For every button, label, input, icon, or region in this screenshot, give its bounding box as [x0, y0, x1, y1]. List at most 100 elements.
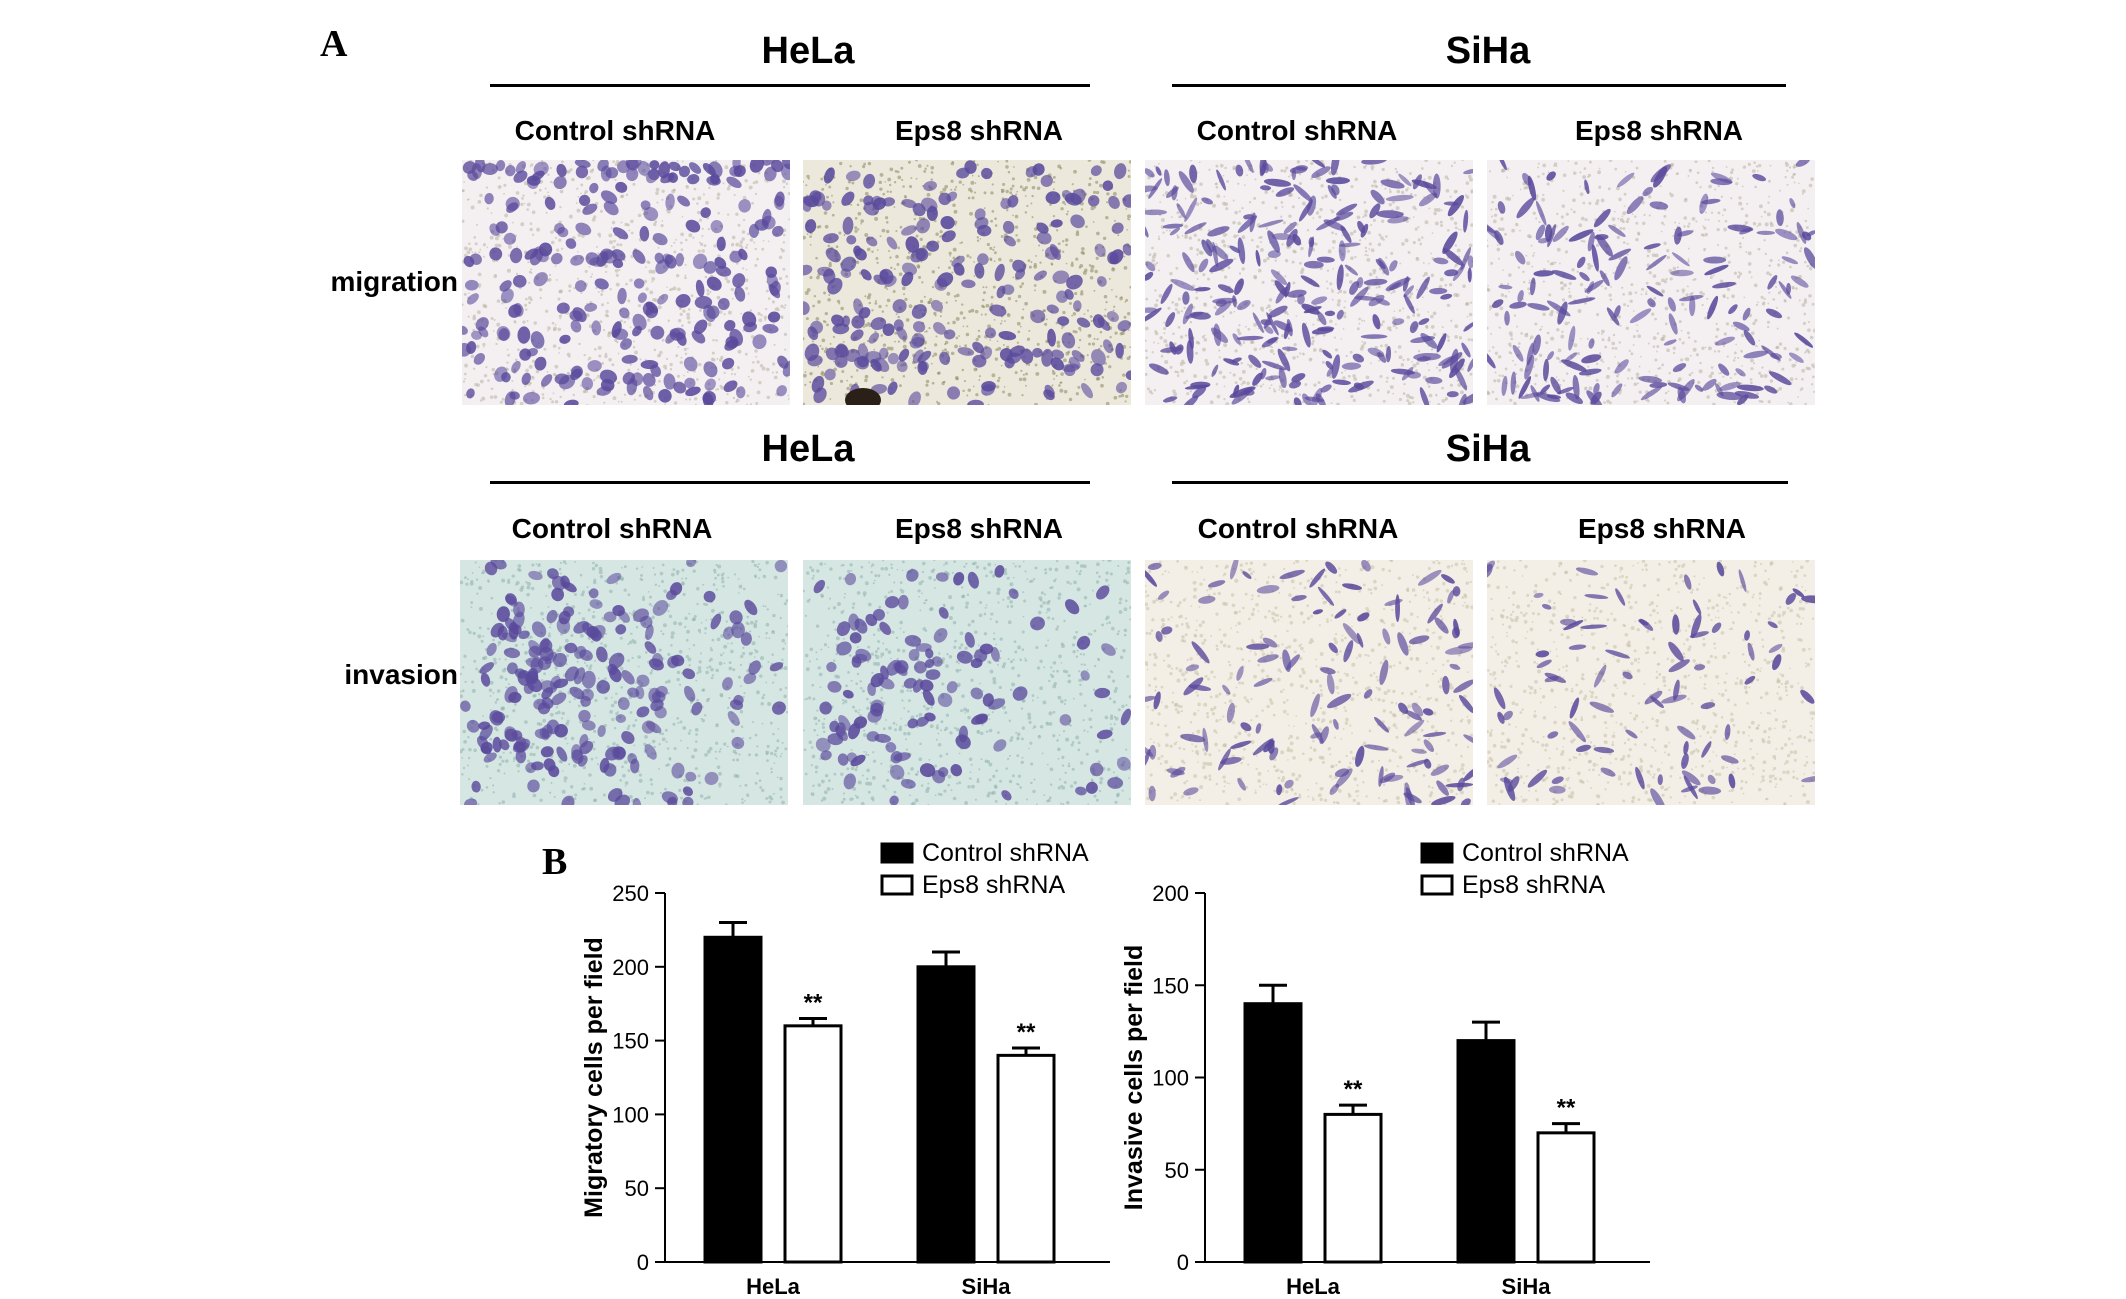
micrograph-speck — [1348, 280, 1353, 284]
micrograph-speck — [1093, 289, 1096, 292]
stained-cell — [752, 334, 767, 350]
micrograph-speck — [1065, 262, 1068, 265]
micrograph-speck — [1062, 310, 1066, 315]
micrograph-speck — [581, 234, 585, 238]
micrograph-speck — [1753, 161, 1756, 164]
micrograph-speck — [747, 375, 750, 378]
micrograph-speck — [1096, 337, 1099, 341]
stained-cell — [569, 310, 583, 322]
micrograph-speck — [507, 353, 511, 357]
micrograph-speck — [705, 603, 709, 606]
micrograph-speck — [1542, 280, 1545, 283]
micrograph-speck — [1428, 400, 1431, 403]
micrograph-speck — [1352, 398, 1356, 403]
micrograph-speck — [1345, 354, 1348, 358]
stained-cell — [1259, 185, 1272, 191]
micrograph-speck — [1622, 211, 1627, 216]
micrograph-speck — [1019, 285, 1023, 289]
micrograph-speck — [684, 577, 688, 580]
stained-cell — [1788, 352, 1804, 363]
micrograph-speck — [1293, 343, 1297, 347]
stained-cell — [901, 262, 918, 276]
micrograph-speck — [580, 192, 582, 195]
micrograph-speck — [696, 202, 699, 205]
micrograph-speck — [1550, 336, 1555, 341]
stained-cell — [1190, 381, 1211, 389]
micrograph-speck — [1798, 249, 1802, 253]
micrograph-speck — [1313, 383, 1317, 387]
stained-cell — [1510, 371, 1517, 395]
stained-cell — [1403, 294, 1415, 314]
micrograph-speck — [724, 165, 729, 170]
micrograph-speck — [1354, 255, 1357, 259]
micrograph-speck — [854, 226, 858, 230]
micrograph-speck — [874, 299, 877, 303]
micrograph-speck — [1199, 182, 1203, 186]
micrograph-speck — [1738, 196, 1742, 200]
micrograph-speck — [1364, 237, 1367, 240]
micrograph-speck — [462, 189, 464, 193]
micrograph-speck — [1685, 293, 1689, 297]
micrograph-speck — [1434, 221, 1439, 226]
micrograph-speck — [497, 640, 502, 645]
micrograph-speck — [1234, 210, 1238, 215]
micrograph-speck — [1465, 195, 1470, 199]
micrograph-speck — [1364, 249, 1368, 253]
micrograph-speck — [950, 179, 954, 183]
micrograph-speck — [482, 346, 485, 348]
micrograph-speck — [1183, 361, 1186, 365]
stained-cell — [462, 161, 477, 174]
micrograph-speck — [676, 573, 679, 576]
micrograph-speck — [1375, 286, 1378, 289]
micrograph-speck — [705, 200, 709, 205]
micrograph-speck — [732, 396, 736, 400]
micrograph-speck — [696, 602, 699, 606]
stained-cell — [1184, 222, 1207, 235]
micrograph-speck — [629, 363, 632, 366]
stained-cell — [1148, 363, 1169, 375]
micrograph-speck — [1555, 165, 1558, 168]
stained-cell — [1352, 353, 1365, 363]
micrograph-speck — [730, 367, 734, 371]
stained-cell — [941, 230, 956, 243]
micrograph-speck — [1372, 218, 1376, 222]
micrograph-speck — [1330, 288, 1333, 291]
micrograph-speck — [990, 302, 994, 306]
micrograph-speck — [661, 219, 664, 222]
micrograph-speck — [1459, 390, 1464, 395]
micrograph-speck — [1753, 283, 1758, 288]
stained-cell — [1050, 219, 1063, 228]
stained-cell — [1535, 200, 1547, 226]
micrograph-speck — [720, 653, 723, 657]
micrograph-speck — [1317, 381, 1321, 385]
micrograph-speck — [884, 285, 888, 289]
micrograph-speck — [1598, 167, 1601, 170]
micrograph-speck — [1127, 329, 1130, 331]
stained-cell — [1527, 303, 1550, 311]
stained-cell — [693, 319, 708, 335]
micrograph-speck — [1719, 371, 1723, 374]
micrograph-speck — [613, 239, 616, 243]
stained-cell — [1462, 392, 1473, 405]
micrograph-speck — [991, 210, 995, 213]
micrograph-speck — [589, 786, 594, 791]
micrograph-speck — [998, 257, 1002, 262]
micrograph-speck — [1718, 220, 1721, 223]
stained-cell — [1458, 393, 1467, 405]
micrograph-speck — [864, 191, 869, 196]
micrograph-speck — [1404, 238, 1409, 243]
micrograph-speck — [1537, 166, 1539, 169]
micrograph-speck — [1517, 346, 1520, 349]
micrograph-speck — [816, 275, 820, 280]
micrograph-speck — [1195, 351, 1199, 355]
micrograph-speck — [1255, 367, 1258, 371]
micrograph-speck — [1350, 256, 1354, 260]
micrograph-speck — [1755, 303, 1759, 307]
micrograph-speck — [1177, 297, 1181, 301]
micrograph-speck — [1648, 195, 1652, 199]
micrograph-speck — [1769, 223, 1774, 227]
micrograph-speck — [1421, 296, 1424, 299]
stained-cell — [1076, 317, 1091, 328]
micrograph-speck — [1599, 229, 1601, 232]
micrograph-speck — [953, 294, 957, 298]
